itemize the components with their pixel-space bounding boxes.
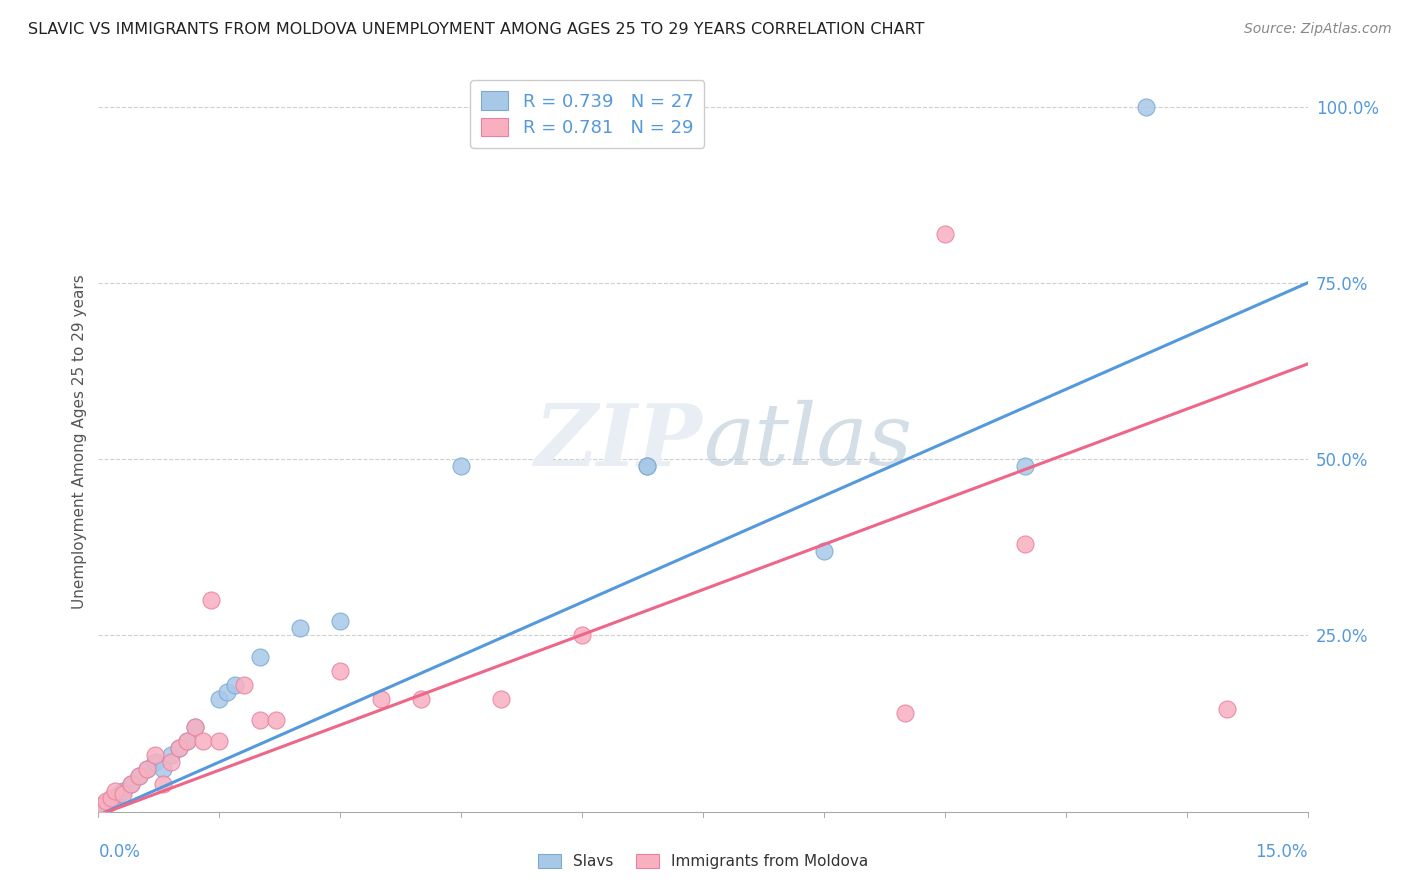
Point <box>193 734 215 748</box>
Point <box>450 459 472 474</box>
Point <box>288 621 311 635</box>
Legend: R = 0.739   N = 27, R = 0.781   N = 29: R = 0.739 N = 27, R = 0.781 N = 29 <box>470 80 704 148</box>
Point <box>100 794 122 808</box>
Point <box>491 692 513 706</box>
Point <box>1014 459 1036 474</box>
Point <box>200 593 222 607</box>
Point <box>1014 537 1036 551</box>
Text: 15.0%: 15.0% <box>1256 844 1308 862</box>
Text: SLAVIC VS IMMIGRANTS FROM MOLDOVA UNEMPLOYMENT AMONG AGES 25 TO 29 YEARS CORRELA: SLAVIC VS IMMIGRANTS FROM MOLDOVA UNEMPL… <box>28 22 925 37</box>
Point <box>167 741 190 756</box>
Point <box>103 783 125 797</box>
Point <box>232 678 254 692</box>
Text: ZIP: ZIP <box>536 400 703 483</box>
Y-axis label: Unemployment Among Ages 25 to 29 years: Unemployment Among Ages 25 to 29 years <box>72 274 87 609</box>
Point <box>120 776 142 790</box>
Point <box>135 763 157 777</box>
Point <box>160 748 183 763</box>
Text: atlas: atlas <box>703 401 912 483</box>
Point <box>329 664 352 678</box>
Point <box>176 734 198 748</box>
Point <box>934 227 956 241</box>
Point <box>1135 100 1157 114</box>
Point <box>208 692 231 706</box>
Point <box>100 790 122 805</box>
Point <box>636 459 658 474</box>
Point <box>152 763 174 777</box>
Point <box>208 734 231 748</box>
Point <box>120 776 142 790</box>
Point <box>224 678 246 692</box>
Point <box>217 685 239 699</box>
Point <box>184 720 207 734</box>
Point <box>96 797 118 812</box>
Point <box>409 692 432 706</box>
Point <box>103 790 125 805</box>
Point <box>128 769 150 783</box>
Point <box>152 776 174 790</box>
Point <box>1216 702 1239 716</box>
Point <box>176 734 198 748</box>
Point <box>264 713 287 727</box>
Point <box>370 692 392 706</box>
Point <box>249 649 271 664</box>
Point <box>96 794 118 808</box>
Text: 0.0%: 0.0% <box>98 844 141 862</box>
Point <box>135 763 157 777</box>
Point <box>249 713 271 727</box>
Point <box>91 801 114 815</box>
Point <box>111 783 134 797</box>
Point <box>184 720 207 734</box>
Point <box>167 741 190 756</box>
Point <box>107 787 129 801</box>
Legend: Slavs, Immigrants from Moldova: Slavs, Immigrants from Moldova <box>531 848 875 875</box>
Point <box>128 769 150 783</box>
Point <box>329 615 352 629</box>
Point <box>571 628 593 642</box>
Point <box>143 756 166 770</box>
Point <box>111 787 134 801</box>
Point <box>893 706 915 720</box>
Point <box>160 756 183 770</box>
Point <box>813 544 835 558</box>
Point <box>636 459 658 474</box>
Text: Source: ZipAtlas.com: Source: ZipAtlas.com <box>1244 22 1392 37</box>
Point <box>143 748 166 763</box>
Point <box>91 797 114 812</box>
